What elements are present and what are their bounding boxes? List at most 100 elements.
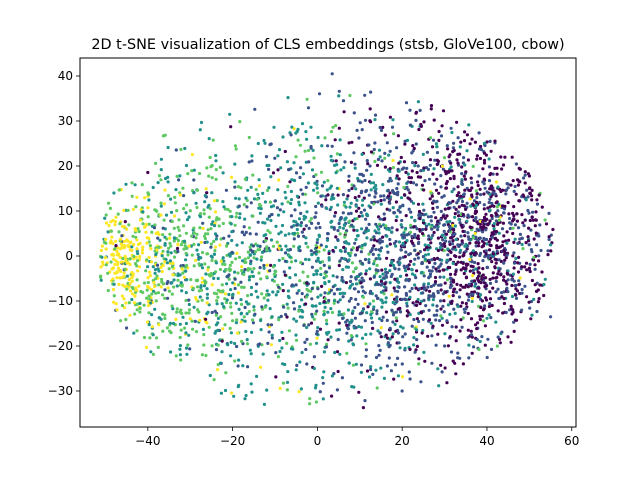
- scatter-point: [197, 243, 201, 247]
- scatter-point: [176, 225, 180, 229]
- scatter-point: [152, 284, 157, 289]
- scatter-point: [487, 304, 491, 309]
- scatter-point: [304, 130, 308, 134]
- scatter-point: [347, 174, 351, 178]
- scatter-point: [192, 305, 196, 309]
- scatter-point: [242, 233, 246, 237]
- scatter-point: [337, 310, 341, 314]
- scatter-point: [543, 277, 547, 281]
- scatter-point: [128, 262, 132, 267]
- scatter-point: [441, 109, 446, 113]
- scatter-point: [517, 179, 521, 183]
- scatter-point: [487, 240, 491, 244]
- scatter-point: [503, 258, 507, 262]
- scatter-point: [504, 256, 508, 260]
- scatter-point: [303, 149, 307, 153]
- scatter-point: [208, 373, 212, 378]
- scatter-point: [210, 191, 214, 195]
- scatter-point: [482, 151, 487, 155]
- scatter-point: [476, 262, 480, 266]
- scatter-point: [172, 255, 177, 259]
- scatter-point: [405, 166, 409, 170]
- scatter-point: [137, 284, 141, 288]
- scatter-point: [256, 141, 260, 146]
- scatter-point: [436, 332, 440, 336]
- scatter-point: [233, 162, 237, 166]
- scatter-point: [159, 285, 163, 289]
- scatter-point: [253, 312, 257, 316]
- scatter-point: [409, 210, 413, 214]
- scatter-point: [549, 315, 553, 319]
- scatter-point: [496, 209, 500, 213]
- scatter-point: [493, 192, 497, 196]
- scatter-point: [481, 227, 485, 231]
- scatter-point: [329, 197, 333, 201]
- scatter-point: [250, 390, 254, 394]
- scatter-point: [482, 307, 486, 311]
- scatter-point: [239, 280, 243, 284]
- scatter-point: [295, 223, 299, 227]
- scatter-point: [521, 221, 525, 225]
- scatter-point: [474, 323, 478, 327]
- scatter-point: [166, 180, 170, 184]
- scatter-point: [335, 287, 339, 291]
- scatter-point: [314, 204, 318, 209]
- scatter-point: [205, 287, 209, 291]
- scatter-point: [223, 262, 227, 267]
- scatter-point: [299, 166, 303, 170]
- scatter-point: [234, 321, 238, 325]
- scatter-point: [537, 193, 541, 197]
- scatter-point: [494, 276, 498, 280]
- scatter-point: [372, 244, 376, 248]
- scatter-point: [436, 219, 440, 223]
- scatter-point: [142, 281, 147, 285]
- scatter-point: [382, 212, 386, 216]
- scatter-point: [530, 250, 534, 254]
- scatter-point: [369, 120, 373, 124]
- scatter-point: [166, 145, 170, 150]
- scatter-point: [527, 300, 531, 304]
- scatter-point: [311, 148, 315, 152]
- scatter-point: [291, 347, 295, 351]
- scatter-point: [218, 289, 222, 293]
- scatter-point: [360, 214, 364, 218]
- scatter-point: [372, 275, 376, 279]
- scatter-point: [128, 257, 132, 261]
- scatter-point: [425, 245, 429, 249]
- scatter-point: [286, 289, 290, 293]
- scatter-point: [161, 226, 165, 230]
- scatter-point: [439, 218, 443, 222]
- scatter-point: [244, 230, 248, 234]
- scatter-point: [432, 313, 436, 317]
- scatter-point: [414, 142, 418, 146]
- scatter-point: [484, 228, 488, 232]
- scatter-point: [347, 258, 351, 262]
- scatter-point: [482, 207, 486, 211]
- scatter-point: [461, 266, 466, 270]
- scatter-point: [145, 241, 149, 245]
- scatter-point: [454, 372, 458, 376]
- scatter-point: [498, 341, 502, 345]
- scatter-point: [510, 283, 514, 288]
- scatter-point: [299, 260, 303, 265]
- scatter-point: [524, 261, 529, 265]
- scatter-point: [436, 367, 440, 371]
- scatter-point: [293, 208, 297, 212]
- scatter-point: [342, 110, 346, 114]
- scatter-point: [482, 222, 486, 227]
- scatter-point: [365, 159, 369, 163]
- scatter-point: [175, 209, 179, 213]
- scatter-point: [481, 180, 485, 184]
- scatter-point: [114, 302, 118, 306]
- scatter-point: [546, 249, 550, 253]
- scatter-point: [159, 157, 163, 161]
- scatter-point: [500, 295, 504, 299]
- scatter-point: [484, 276, 488, 280]
- scatter-point: [316, 259, 320, 263]
- scatter-point: [412, 146, 416, 151]
- scatter-point: [431, 265, 435, 269]
- scatter-point: [395, 186, 399, 191]
- scatter-point: [383, 133, 387, 137]
- scatter-point: [180, 289, 184, 293]
- scatter-point: [132, 254, 136, 258]
